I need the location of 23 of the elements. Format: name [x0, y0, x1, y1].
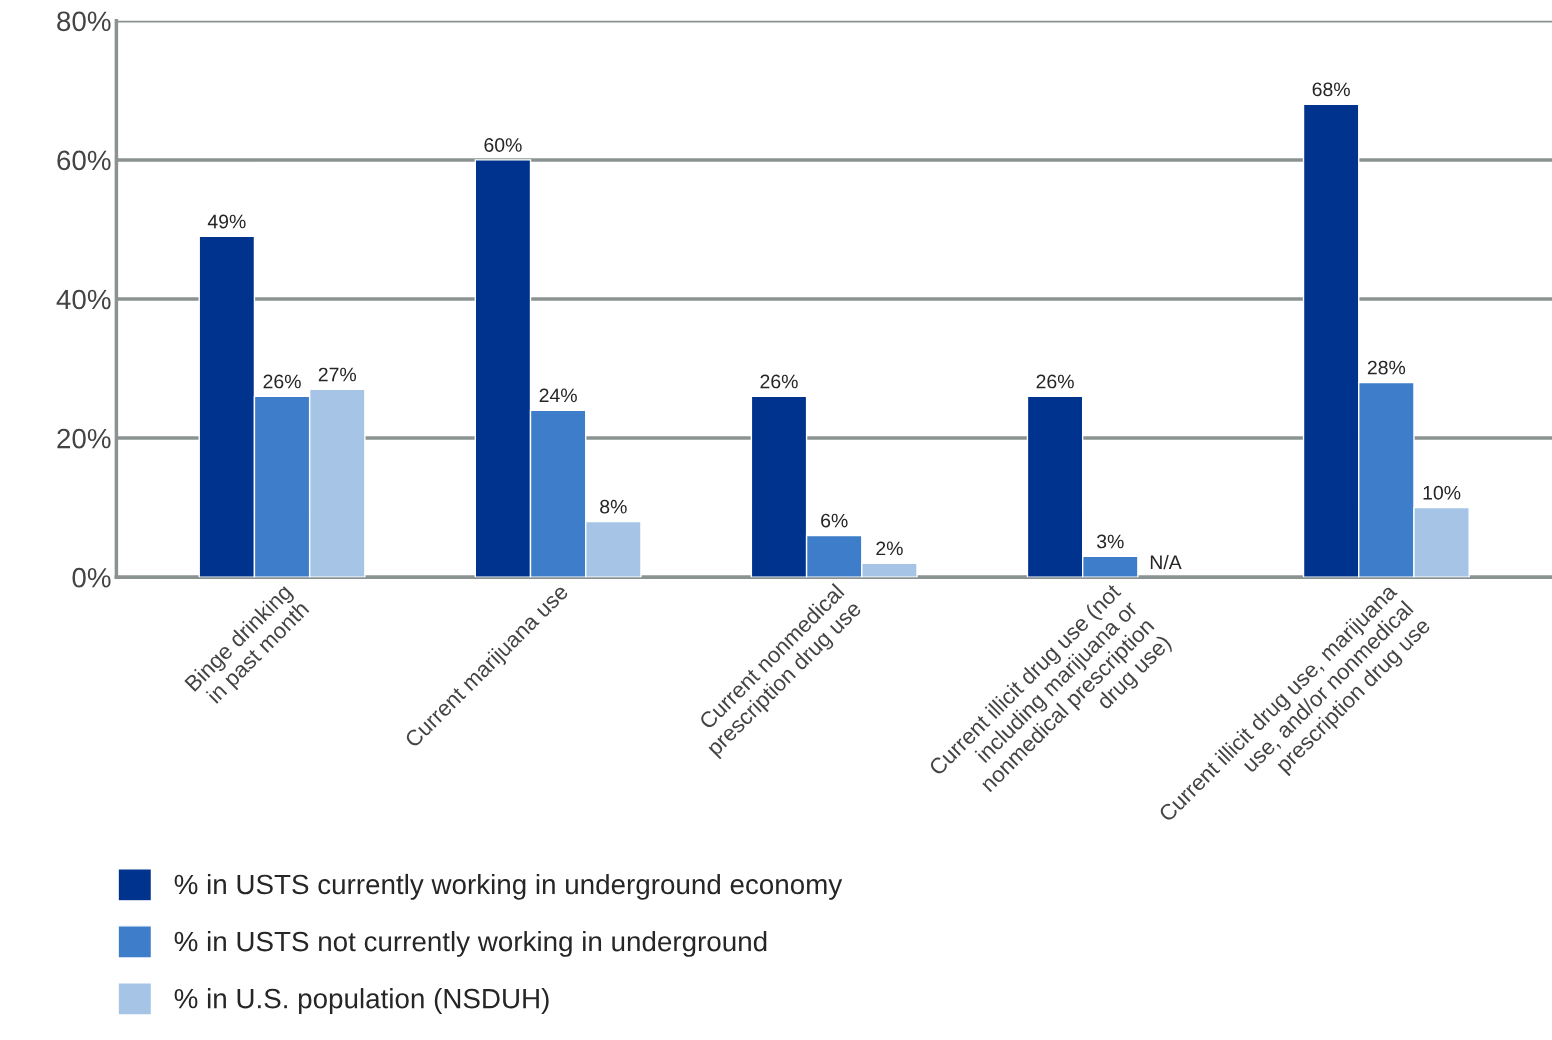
y-tick-label: 80% [57, 11, 111, 32]
data-label: 28% [1367, 360, 1406, 375]
data-label: 68% [1312, 82, 1350, 97]
text: N/A [1150, 554, 1182, 570]
data-label: 8% [600, 499, 627, 514]
data-label: 10% [1423, 485, 1461, 500]
data-label: 6% [821, 513, 848, 528]
y-tick-label: 0% [72, 567, 111, 588]
data-label: 3% [1096, 534, 1124, 549]
data-label: 2% [876, 541, 903, 556]
legend-label: % in USTS not currently working in underground [174, 930, 767, 957]
data-label: 49% [207, 214, 246, 229]
data-label: 26% [1036, 374, 1074, 389]
legend-label: % in U.S. population (NSDUH) [174, 988, 549, 1014]
data-label: 24% [539, 388, 577, 403]
y-tick-label: 20% [57, 428, 111, 449]
data-label: 27% [318, 367, 357, 382]
data-label: 26% [263, 374, 301, 389]
legend-label: % in USTS currently working in underground economy [174, 873, 843, 900]
y-tick-label: 60% [57, 150, 111, 171]
data-label: 60% [484, 138, 522, 152]
y-tick-label: 40% [56, 289, 111, 310]
data-label: 26% [760, 374, 798, 389]
